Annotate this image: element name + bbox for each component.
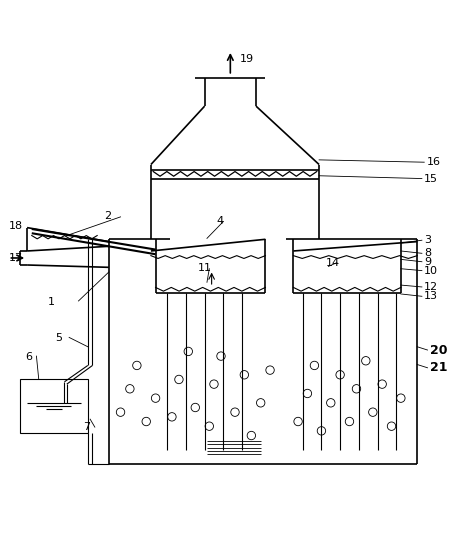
- Text: 8: 8: [424, 248, 431, 258]
- Text: 10: 10: [424, 265, 438, 276]
- Text: 1: 1: [48, 298, 55, 307]
- Bar: [20, 380, 88, 433]
- Text: 2: 2: [104, 211, 111, 221]
- Text: 5: 5: [55, 333, 62, 343]
- Text: 19: 19: [240, 54, 254, 64]
- Text: 14: 14: [326, 258, 340, 268]
- Text: 9: 9: [424, 257, 431, 267]
- Text: 18: 18: [8, 221, 23, 231]
- Text: 6: 6: [26, 352, 33, 362]
- Text: 4: 4: [216, 215, 223, 226]
- Text: 21: 21: [431, 361, 448, 374]
- Text: 12: 12: [424, 282, 439, 292]
- Text: 16: 16: [427, 157, 440, 167]
- Text: 3: 3: [424, 235, 431, 245]
- Text: 13: 13: [424, 291, 438, 301]
- Text: 7: 7: [83, 422, 90, 432]
- Text: 15: 15: [424, 174, 438, 183]
- Text: 11: 11: [197, 263, 212, 273]
- Text: 17: 17: [8, 253, 23, 263]
- Text: 20: 20: [431, 343, 448, 356]
